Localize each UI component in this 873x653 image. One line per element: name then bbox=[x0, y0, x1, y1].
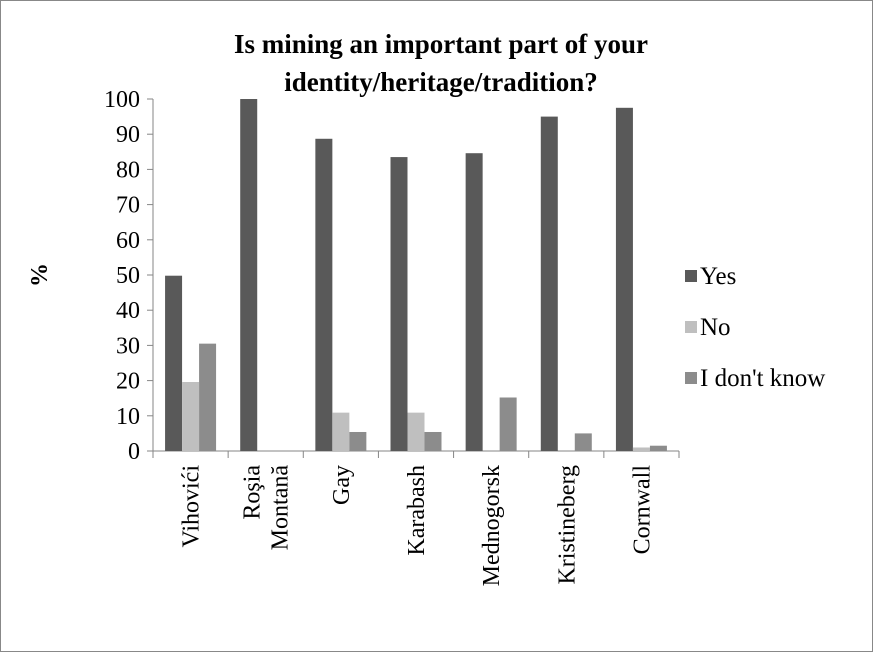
chart-title-line-1: Is mining an important part of your bbox=[234, 29, 648, 59]
bar-i-don-t-know-2 bbox=[349, 431, 367, 451]
y-tick-label: 90 bbox=[116, 122, 140, 148]
chart-legend: Yes No I don't know bbox=[685, 263, 825, 392]
legend-swatch bbox=[685, 372, 697, 384]
bar-i-don-t-know-0 bbox=[199, 343, 217, 451]
y-tick-label: 60 bbox=[116, 228, 140, 254]
bar-yes-5 bbox=[540, 116, 558, 451]
x-category-label: Roşia bbox=[240, 465, 266, 520]
chart-bars bbox=[165, 99, 667, 452]
legend-swatch bbox=[685, 270, 697, 282]
bar-yes-1 bbox=[240, 99, 258, 451]
y-tick-label: 20 bbox=[116, 369, 140, 395]
x-category-label: Montană bbox=[268, 465, 294, 551]
y-tick-label: 10 bbox=[116, 404, 140, 430]
chart-title-line-2: identity/heritage/tradition? bbox=[284, 67, 597, 97]
x-category-label: Karabash bbox=[404, 465, 430, 556]
bar-yes-4 bbox=[465, 153, 483, 451]
bar-no-6 bbox=[632, 447, 650, 451]
bar-yes-0 bbox=[165, 275, 183, 451]
y-tick-label: 30 bbox=[116, 333, 140, 359]
legend-swatch bbox=[685, 321, 697, 333]
bar-no-3 bbox=[407, 412, 425, 451]
bar-yes-6 bbox=[615, 107, 633, 452]
bar-yes-2 bbox=[315, 138, 333, 451]
y-tick-label: 100 bbox=[104, 87, 140, 113]
bar-no-0 bbox=[182, 382, 200, 451]
bar-no-2 bbox=[332, 412, 350, 451]
chart-axes: 0 10 20 30 40 50 60 70 80 90 100% Vihovići Roşia Mont… bbox=[27, 87, 680, 586]
bar-i-don-t-know-4 bbox=[499, 397, 517, 451]
y-tick-label: 70 bbox=[116, 193, 140, 219]
legend-label: No bbox=[700, 314, 731, 341]
x-category-label: Vihovići bbox=[179, 465, 205, 548]
legend-label: Yes bbox=[700, 263, 736, 290]
x-category-label: Gay bbox=[329, 465, 355, 505]
y-tick-label: 80 bbox=[116, 157, 140, 183]
bar-yes-3 bbox=[390, 157, 408, 451]
x-category-label: Cornwall bbox=[629, 465, 655, 555]
bar-i-don-t-know-5 bbox=[574, 433, 592, 451]
y-tick-label: 50 bbox=[116, 263, 140, 289]
bar-i-don-t-know-6 bbox=[649, 445, 667, 451]
y-tick-label: 40 bbox=[116, 298, 140, 324]
x-category-label: Mednogorsk bbox=[479, 465, 505, 586]
y-tick-label: 0 bbox=[128, 439, 140, 465]
legend-label: I don't know bbox=[700, 365, 825, 392]
y-axis-label: % bbox=[27, 263, 53, 287]
bar-i-don-t-know-3 bbox=[424, 431, 442, 451]
x-category-label: Kristineberg bbox=[554, 465, 580, 585]
chart-title: Is mining an important part of your ident… bbox=[234, 29, 648, 97]
